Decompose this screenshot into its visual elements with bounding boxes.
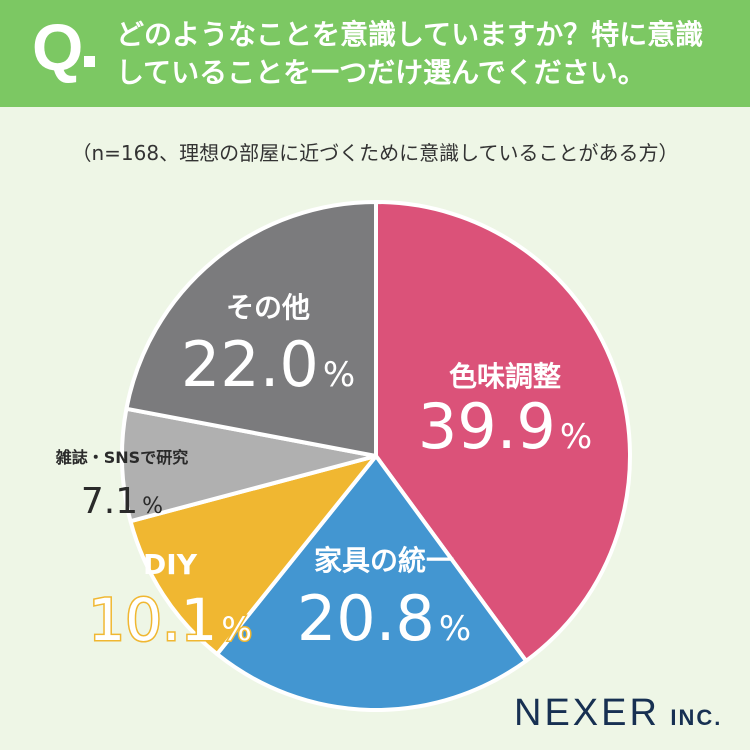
question-line-1: どのようなことを意識していますか？特に意識 [116,18,704,51]
slice-label: 雑誌・SNSで研究 [55,448,188,467]
question-header: Q どのようなことを意識していますか？特に意識 していることを一つだけ選んでくだ… [0,0,750,107]
question-text: どのようなことを意識していますか？特に意識 していることを一つだけ選んでください… [116,16,736,92]
sample-note: （n=168、理想の部屋に近づくために意識していることがある方） [71,141,679,165]
slice-value: 10.1% [88,586,252,654]
slice-value: 39.9% [418,390,592,463]
pie-slice [374,200,633,663]
slice-label: その他 [226,291,310,324]
pie-slice [120,406,378,524]
slice-label: DIY [143,548,198,581]
nexer-logo: NEXER INC. [514,692,722,735]
question-line-2: していることを一つだけ選んでください。 [116,56,646,89]
q-mark: Q [32,10,84,84]
pie-slice [215,454,529,712]
slice-label: 色味調整 [449,360,561,393]
slice-value: 7.1% [81,481,163,522]
logo-sub: INC. [670,705,723,730]
slice-label: 家具の統一 [314,544,454,577]
slice-value: 22.0% [181,328,355,401]
logo-main: NEXER [514,692,660,734]
q-dot [84,56,95,67]
pie-slice [124,200,378,458]
slice-value: 20.8% [297,582,471,655]
